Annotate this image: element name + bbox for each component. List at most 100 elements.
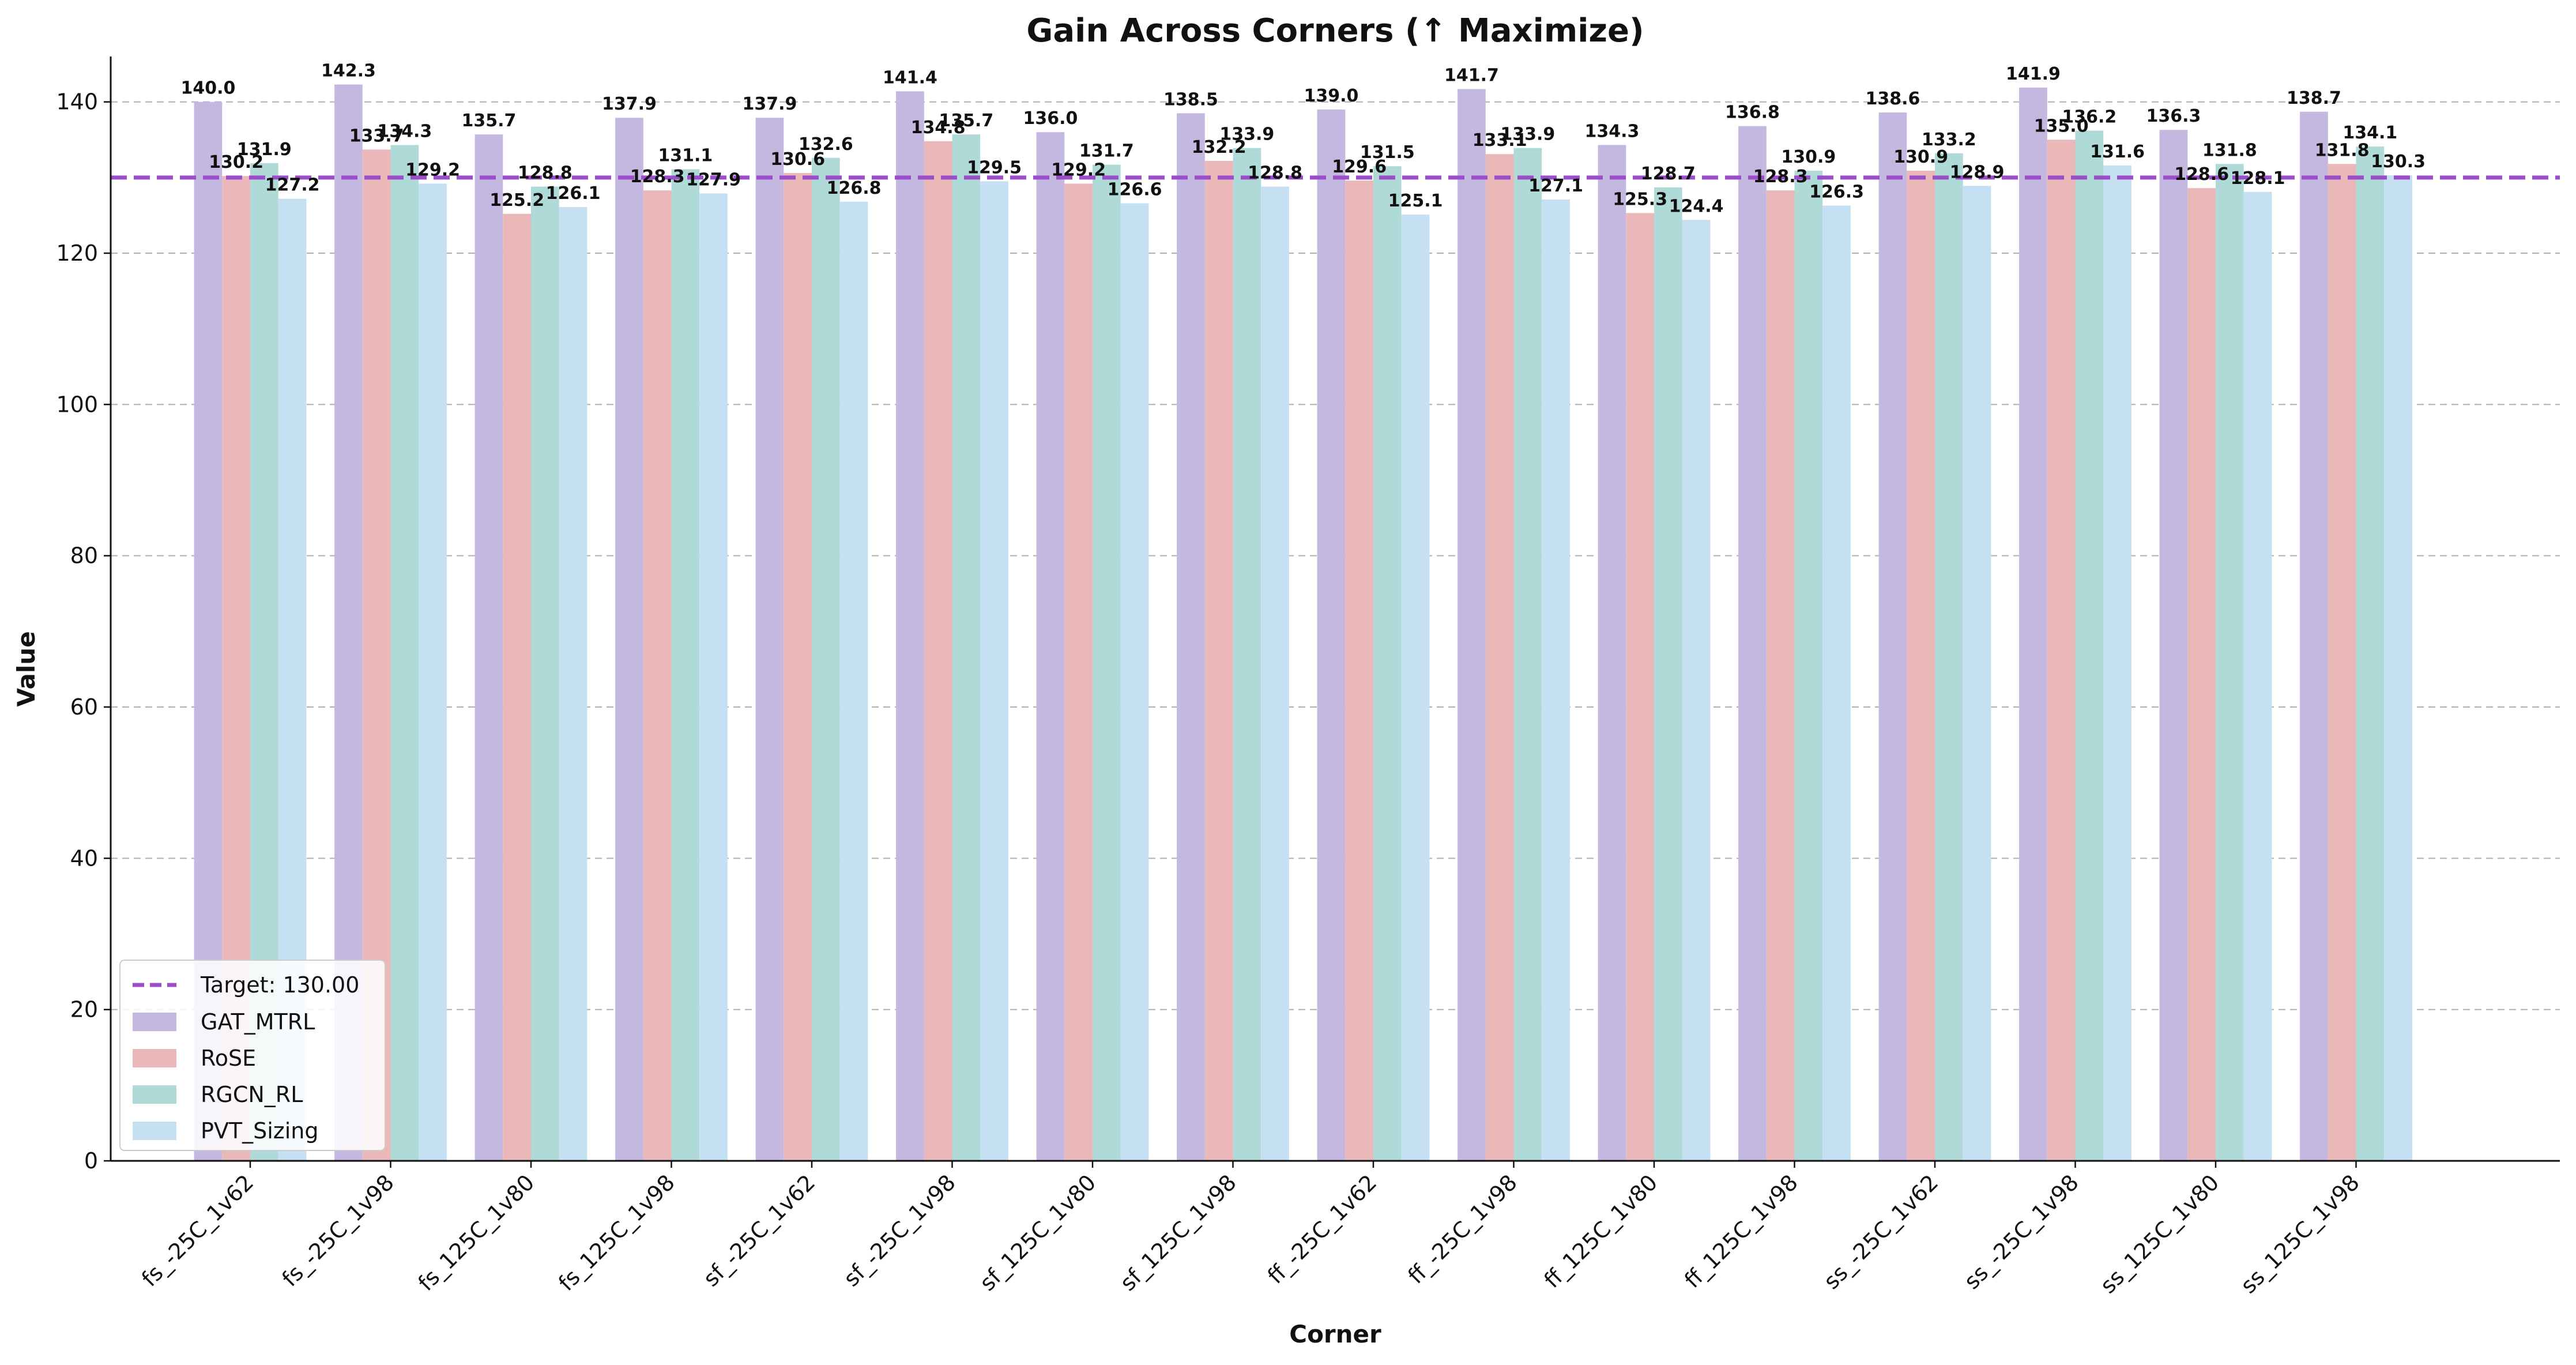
x-axis-label: Corner xyxy=(1289,1320,1381,1348)
bar xyxy=(896,91,924,1161)
x-tick-label: ss_125C_1v98 xyxy=(2236,1170,2364,1298)
bar xyxy=(1120,203,1149,1161)
bar xyxy=(2216,164,2244,1161)
legend-swatch xyxy=(133,1013,176,1031)
x-tick-label: ff_-25C_1v98 xyxy=(1403,1170,1522,1288)
y-tick-label: 80 xyxy=(70,543,98,569)
data-label: 133.2 xyxy=(1922,130,1976,150)
data-labels: 140.0 142.3 135.7 137.9 137.9 141.4 136.0 138.5… xyxy=(180,61,2426,217)
bar xyxy=(559,207,587,1161)
data-label: 131.5 xyxy=(1360,142,1415,163)
data-label: 138.6 xyxy=(1865,89,1920,109)
data-label: 127.9 xyxy=(686,170,741,190)
bar xyxy=(2103,165,2131,1161)
bar xyxy=(2159,130,2188,1161)
x-tick-label: sf_-25C_1v98 xyxy=(839,1170,961,1291)
data-label: 136.8 xyxy=(1725,103,1780,123)
legend-label: PVT_Sizing xyxy=(201,1118,319,1144)
data-label: 126.6 xyxy=(1108,179,1162,200)
bar xyxy=(2300,111,2328,1161)
data-label: 135.7 xyxy=(461,111,516,131)
bar xyxy=(1935,153,1963,1161)
x-tick-label: ss_-25C_1v98 xyxy=(1959,1170,2084,1294)
bar xyxy=(1177,113,1205,1161)
data-label: 126.3 xyxy=(1809,182,1864,202)
data-label: 137.9 xyxy=(742,94,797,114)
data-label: 131.7 xyxy=(1079,141,1134,161)
data-label: 132.2 xyxy=(1192,137,1246,157)
data-label: 136.2 xyxy=(2062,107,2116,127)
bar xyxy=(643,190,672,1161)
data-label: 128.8 xyxy=(1248,163,1302,183)
data-label: 130.2 xyxy=(209,152,263,172)
data-label: 131.1 xyxy=(658,145,713,166)
data-label: 138.7 xyxy=(2287,88,2341,108)
x-tick-label: fs_125C_1v80 xyxy=(413,1170,540,1296)
bar xyxy=(1458,89,1486,1161)
data-label: 135.7 xyxy=(939,111,993,131)
bar xyxy=(1822,205,1851,1161)
bar xyxy=(390,145,419,1161)
data-label: 131.8 xyxy=(2315,140,2370,160)
y-tick-label: 40 xyxy=(70,845,98,871)
bar xyxy=(1204,161,1233,1161)
x-tick-label: fs_125C_1v98 xyxy=(553,1170,680,1296)
data-label: 129.2 xyxy=(1051,160,1106,180)
data-label: 141.7 xyxy=(1444,65,1499,85)
bar xyxy=(2187,188,2216,1161)
bar xyxy=(755,118,784,1161)
data-label: 129.5 xyxy=(967,157,1022,178)
legend-swatch xyxy=(133,1122,176,1140)
bar xyxy=(1626,213,1654,1161)
data-label: 128.3 xyxy=(1753,167,1808,187)
data-label: 133.9 xyxy=(1219,125,1274,145)
bar xyxy=(1598,145,1626,1161)
bar xyxy=(924,141,952,1161)
chart-title: Gain Across Corners (↑ Maximize) xyxy=(1026,12,1644,50)
data-label: 128.8 xyxy=(518,163,573,183)
bar xyxy=(1345,181,1373,1161)
y-tick-label: 140 xyxy=(56,89,98,115)
data-label: 135.0 xyxy=(2034,116,2089,136)
data-label: 133.1 xyxy=(1472,130,1527,151)
y-tick-label: 100 xyxy=(56,392,98,417)
bar xyxy=(1907,171,1935,1161)
data-label: 130.9 xyxy=(1781,147,1836,167)
data-label: 125.1 xyxy=(1388,191,1443,211)
data-label: 134.3 xyxy=(1584,121,1639,141)
bar xyxy=(1682,220,1711,1161)
data-label: 139.0 xyxy=(1304,86,1358,106)
bar xyxy=(531,186,559,1161)
x-tick-label: ff_-25C_1v62 xyxy=(1263,1170,1381,1288)
legend-label: RoSE xyxy=(201,1046,256,1071)
bar xyxy=(419,183,447,1161)
data-label: 141.9 xyxy=(2006,64,2061,84)
x-tick-label: ff_125C_1v80 xyxy=(1539,1170,1663,1293)
x-tick-label: sf_125C_1v80 xyxy=(975,1170,1101,1296)
bar xyxy=(699,193,728,1161)
bar xyxy=(1878,112,1907,1161)
data-label: 137.9 xyxy=(602,94,657,114)
bar xyxy=(2243,191,2272,1161)
data-label: 128.9 xyxy=(1950,162,2005,182)
data-label: 125.3 xyxy=(1613,190,1667,210)
y-tick-label: 0 xyxy=(84,1148,98,1174)
x-tick-label: ss_125C_1v80 xyxy=(2095,1170,2224,1298)
data-label: 130.9 xyxy=(1893,147,1948,167)
bar xyxy=(1233,148,1261,1161)
data-label: 128.6 xyxy=(2174,164,2229,185)
data-label: 138.5 xyxy=(1163,89,1218,110)
legend-target-label: Target: 130.00 xyxy=(200,972,359,998)
bar xyxy=(1542,199,1570,1161)
data-label: 128.1 xyxy=(2231,168,2285,189)
bar xyxy=(2019,87,2047,1161)
y-tick-label: 20 xyxy=(70,997,98,1022)
data-label: 134.1 xyxy=(2342,123,2397,143)
data-label: 130.3 xyxy=(2371,152,2426,172)
data-label: 134.3 xyxy=(377,121,432,141)
bar xyxy=(1064,183,1093,1161)
bar xyxy=(1654,187,1682,1161)
bar xyxy=(812,157,840,1161)
data-label: 130.6 xyxy=(770,149,825,170)
